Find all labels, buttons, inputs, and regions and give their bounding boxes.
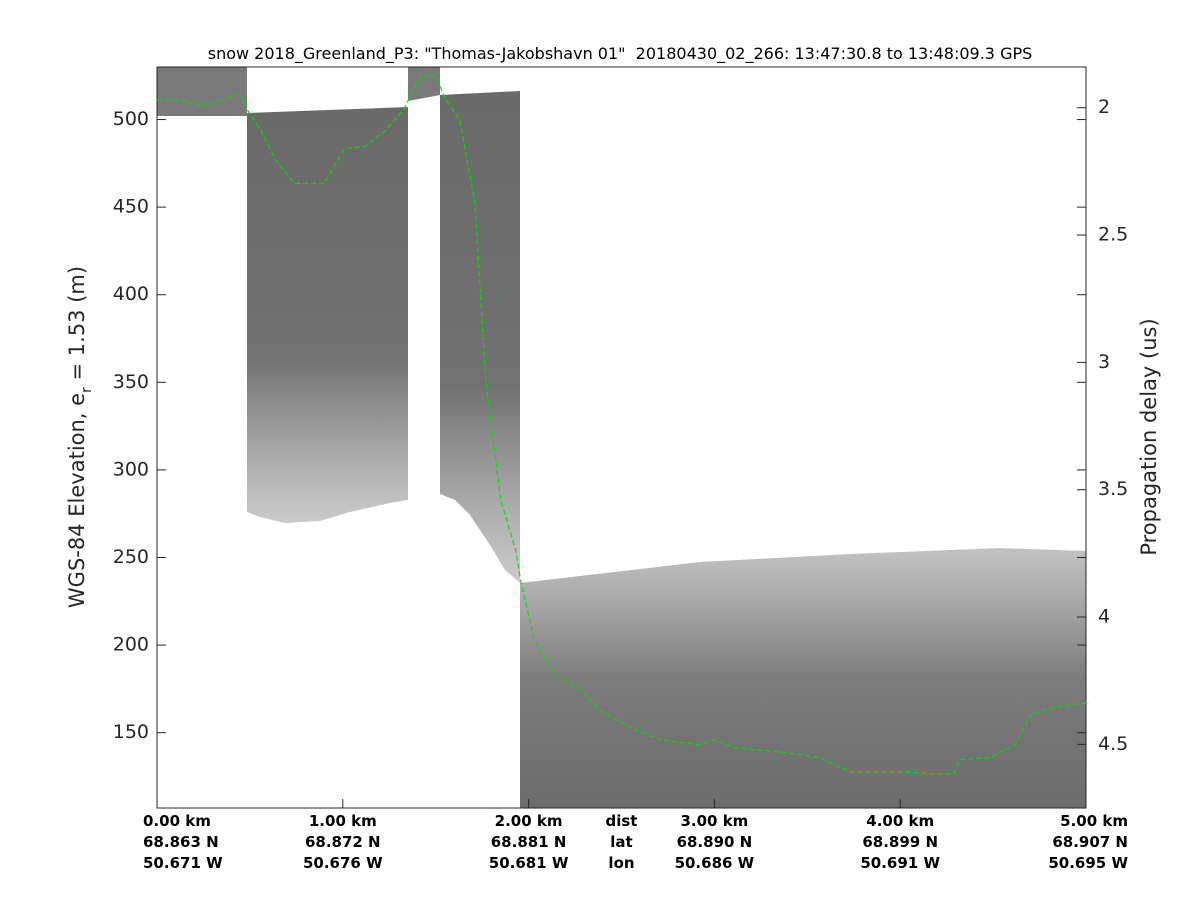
lon-label: 50.691 W: [860, 854, 940, 872]
data-line: [156, 75, 1087, 775]
y-tick-label: 500: [113, 108, 149, 130]
plot-frame: [156, 66, 1087, 809]
y2-tick-label: 4.5: [1098, 733, 1128, 755]
y-tick-label: 350: [113, 371, 149, 393]
lat-label: 68.881 N: [491, 833, 567, 851]
x-tick-label: 3.00 km: [680, 812, 748, 830]
x-tick-label: 0.00 km: [143, 812, 211, 830]
lon-label: 50.671 W: [143, 854, 223, 872]
x-row-label: dist: [606, 812, 638, 830]
y-tick-label: 300: [113, 458, 149, 480]
x-tick-label: 4.00 km: [866, 812, 934, 830]
y-tick-label: 400: [113, 283, 149, 305]
x-row-label: lon: [608, 854, 634, 872]
y-label-part: = 1.53 (m): [65, 266, 89, 387]
x-tick-label: 5.00 km: [1060, 812, 1128, 830]
echogram: [157, 67, 1086, 808]
lat-label: 68.890 N: [677, 833, 753, 851]
y2-tick-label: 2: [1098, 96, 1110, 118]
y-tick-label: 150: [113, 721, 149, 743]
lat-label: 68.872 N: [305, 833, 381, 851]
y-tick-label: 450: [113, 196, 149, 218]
lat-label: 68.907 N: [1052, 833, 1128, 851]
y-axis-label: WGS-84 Elevation, er = 1.53 (m): [65, 266, 95, 608]
x-tick-label: 1.00 km: [309, 812, 377, 830]
lon-label: 50.681 W: [489, 854, 569, 872]
y-tick-label: 250: [113, 546, 149, 568]
y2-tick-label: 3: [1098, 351, 1110, 373]
y2-tick-label: 3.5: [1098, 478, 1128, 500]
echogram-block: [520, 548, 1086, 808]
echogram-block: [408, 67, 440, 101]
y2-axis-label: Propagation delay (us): [1137, 318, 1161, 555]
lat-label: 68.863 N: [143, 833, 219, 851]
y-label-subscript: r: [79, 387, 95, 393]
echogram-block: [157, 67, 247, 116]
y-tick-label: 200: [113, 634, 149, 656]
y2-tick-label: 4: [1098, 606, 1110, 628]
lon-label: 50.676 W: [303, 854, 383, 872]
echogram-block: [440, 91, 520, 583]
lat-label: 68.899 N: [862, 833, 938, 851]
echogram-block: [247, 107, 408, 523]
x-row-label: lat: [610, 833, 632, 851]
y-label-part: WGS-84 Elevation, e: [65, 393, 89, 608]
y2-tick-label: 2.5: [1098, 224, 1128, 246]
x-tick-label: 2.00 km: [495, 812, 563, 830]
chart-title: snow 2018_Greenland_P3: "Thomas-Jakobsha…: [208, 44, 1033, 64]
lon-label: 50.686 W: [675, 854, 755, 872]
lon-label: 50.695 W: [1048, 854, 1128, 872]
